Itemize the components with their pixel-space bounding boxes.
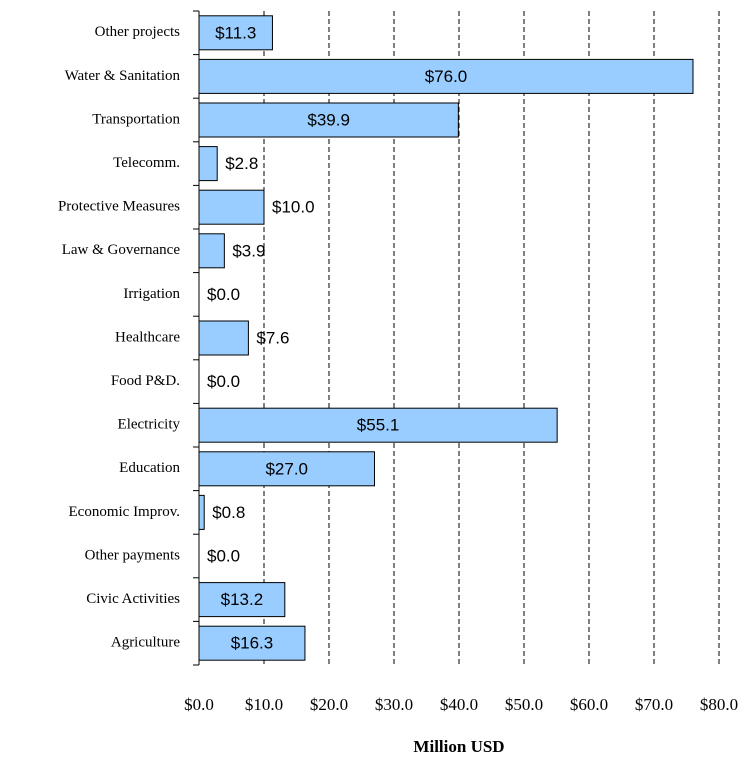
- value-label: $2.8: [225, 154, 258, 173]
- x-tick-label: $20.0: [310, 695, 348, 714]
- bar: [198, 102, 459, 138]
- value-label: $39.9: [307, 110, 350, 129]
- x-tick-label: $40.0: [440, 695, 478, 714]
- bar: [198, 15, 273, 51]
- y-tick-label: Healthcare: [115, 329, 180, 345]
- y-tick-label: Law & Governance: [62, 242, 181, 258]
- bar: [198, 58, 694, 94]
- x-tick-label: $10.0: [245, 695, 283, 714]
- value-label: $0.0: [207, 372, 240, 391]
- value-label: $3.9: [232, 241, 265, 260]
- x-tick-label: $0.0: [184, 695, 214, 714]
- value-label: $0.0: [207, 285, 240, 304]
- bar: [198, 494, 205, 530]
- x-tick-label: $30.0: [375, 695, 413, 714]
- bar: [198, 233, 225, 269]
- value-label: $0.0: [207, 546, 240, 565]
- y-tick-label: Economic Improv.: [69, 504, 181, 520]
- value-label: $27.0: [265, 459, 308, 478]
- y-tick-label: Telecomm.: [113, 155, 180, 171]
- value-label: $11.3: [215, 23, 256, 42]
- x-tick-label: $70.0: [635, 695, 673, 714]
- y-tick-label: Other projects: [95, 24, 181, 40]
- x-axis-title: Million USD: [413, 737, 504, 756]
- y-tick-label: Protective Measures: [58, 199, 180, 215]
- y-tick-label: Education: [119, 460, 180, 476]
- x-tick-label: $50.0: [505, 695, 543, 714]
- x-tick-label: $60.0: [570, 695, 608, 714]
- bar: [198, 189, 265, 225]
- bar: [198, 625, 306, 661]
- value-label: $13.2: [221, 590, 264, 609]
- bar: [198, 146, 218, 182]
- y-tick-label: Irrigation: [123, 286, 180, 302]
- value-label: $76.0: [425, 67, 468, 86]
- y-tick-label: Agriculture: [111, 635, 180, 651]
- value-label: $10.0: [272, 198, 315, 217]
- y-tick-label: Electricity: [118, 417, 181, 433]
- y-tick-label: Civic Activities: [86, 591, 180, 607]
- y-tick-label: Food P&D.: [111, 373, 180, 389]
- bar: [198, 582, 286, 618]
- bar: [198, 407, 558, 443]
- value-label: $16.3: [231, 634, 274, 653]
- bar: [198, 451, 375, 487]
- y-tick-label: Other payments: [85, 547, 181, 563]
- value-label: $55.1: [357, 416, 400, 435]
- bar: [198, 320, 249, 356]
- value-label: $7.6: [256, 328, 289, 347]
- y-tick-label: Transportation: [92, 111, 180, 127]
- value-label: $0.8: [212, 503, 245, 522]
- x-tick-label: $80.0: [700, 695, 738, 714]
- y-tick-label: Water & Sanitation: [65, 68, 181, 84]
